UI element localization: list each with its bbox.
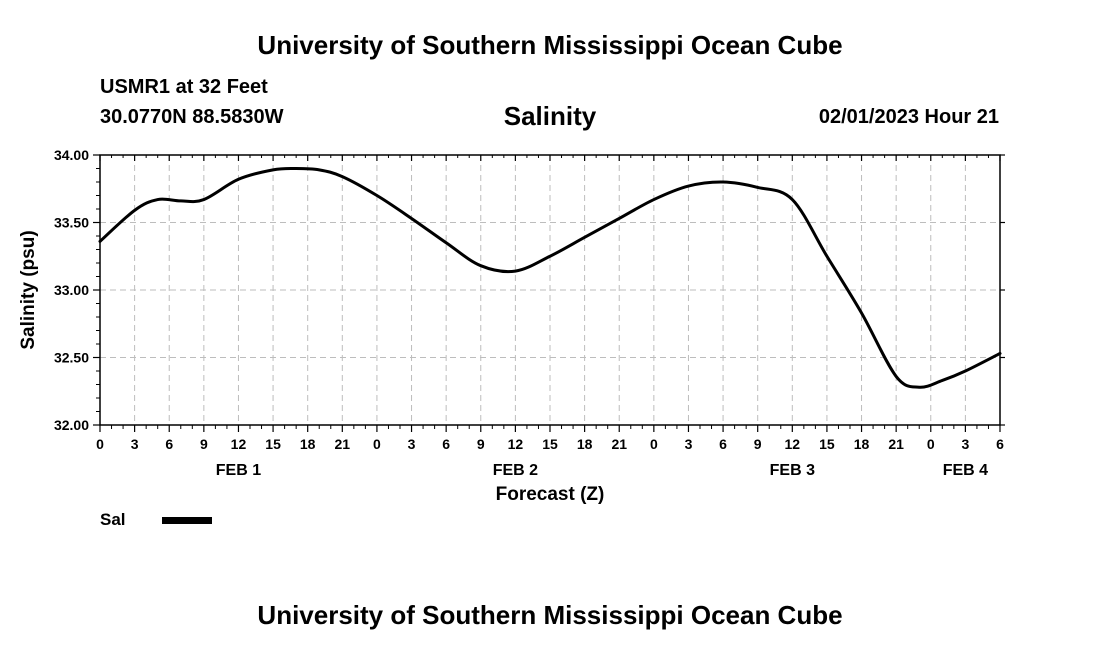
x-tick-label: 21: [611, 436, 627, 452]
x-tick-label: 0: [927, 436, 935, 452]
x-tick-label: 12: [508, 436, 524, 452]
series-line-sal: [98, 166, 1002, 389]
plot-frame: [99, 154, 1001, 426]
x-tick-label: 9: [200, 436, 208, 452]
grid-layer: [100, 155, 1000, 425]
x-tick-label: 6: [165, 436, 173, 452]
day-label: FEB 1: [216, 462, 261, 479]
x-tick-label: 3: [685, 436, 693, 452]
x-tick-label: 18: [854, 436, 870, 452]
chart-title: Salinity: [503, 101, 597, 131]
y-tick-label: 32.50: [54, 350, 89, 366]
series-layer: [98, 166, 1002, 389]
x-tick-label: 12: [785, 436, 801, 452]
x-tick-label: 12: [231, 436, 247, 452]
y-tick-label: 33.00: [54, 282, 89, 298]
legend-swatch: [162, 517, 212, 524]
x-tick-label: 0: [373, 436, 381, 452]
x-tick-label: 15: [542, 436, 558, 452]
station-label: USMR1 at 32 Feet: [100, 76, 268, 98]
report-title: University of Southern Mississippi Ocean…: [257, 30, 843, 60]
x-tick-label: 15: [819, 436, 835, 452]
forecast-timestamp: 02/01/2023 Hour 21: [818, 106, 999, 128]
x-tick-label: 18: [577, 436, 593, 452]
x-tick-label: 21: [335, 436, 351, 452]
y-tick-label: 33.50: [54, 215, 89, 231]
x-tick-label: 0: [650, 436, 658, 452]
x-tick-label: 9: [477, 436, 485, 452]
day-label: FEB 4: [943, 462, 988, 479]
coordinates-label: 30.0770N 88.5830W: [100, 106, 284, 128]
x-tick-label: 18: [300, 436, 316, 452]
footer-title: University of Southern Mississippi Ocean…: [257, 600, 843, 630]
label-layer: 0 3 6 9 12 15 18 21 0 3 6 9 12 15 18 21 0 3 6 9 12 15 18 21 0 3 6 3…: [54, 147, 1004, 479]
x-tick-label: 3: [131, 436, 139, 452]
y-tick-label: 34.00: [54, 147, 89, 163]
y-tick-label: 32.00: [54, 417, 89, 433]
tick-layer: [93, 154, 1005, 432]
x-tick-label: 3: [408, 436, 416, 452]
x-axis-title: Forecast (Z): [496, 484, 605, 505]
day-label: FEB 3: [770, 462, 815, 479]
x-tick-label: 0: [96, 436, 104, 452]
x-tick-label: 6: [996, 436, 1004, 452]
y-axis-title: Salinity (psu): [18, 230, 39, 349]
x-tick-label: 6: [442, 436, 450, 452]
x-tick-label: 3: [961, 436, 969, 452]
day-label: FEB 2: [493, 462, 538, 479]
x-tick-label: 21: [888, 436, 904, 452]
x-tick-label: 15: [265, 436, 281, 452]
x-tick-label: 9: [754, 436, 762, 452]
legend-label: Sal: [100, 510, 126, 529]
x-tick-label: 6: [719, 436, 727, 452]
